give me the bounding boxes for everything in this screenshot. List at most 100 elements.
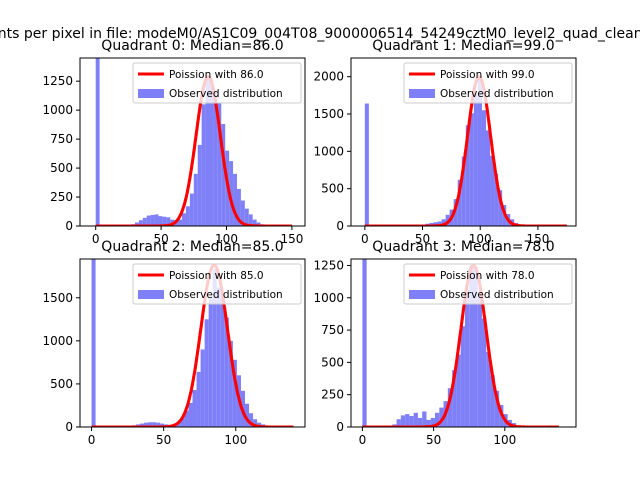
histogram-bar (469, 113, 474, 226)
chart-title: Quadrant 2: Median=85.0 (101, 239, 283, 255)
legend-patch-swatch (409, 290, 435, 299)
histogram-bar (229, 161, 234, 226)
x-tick-label: 0 (361, 232, 369, 246)
histogram-bar (473, 266, 478, 427)
histogram-bar (189, 193, 194, 226)
legend-label-poisson: Poission with 78.0 (440, 270, 535, 282)
x-tick-label: 50 (415, 232, 430, 246)
histogram-bar (460, 326, 465, 427)
y-tick-label: 500 (321, 182, 344, 196)
legend: Poission with 99.0 Observed distribution (403, 62, 573, 104)
histogram-bar (205, 77, 210, 226)
legend-label-poisson: Poission with 99.0 (440, 69, 535, 81)
histogram-bar (178, 219, 183, 226)
legend: Poission with 78.0 Observed distribution (403, 263, 573, 305)
histogram-bar (364, 103, 369, 226)
histogram-bar (160, 423, 165, 427)
y-tick-label: 750 (50, 132, 73, 146)
histogram-bar (158, 216, 163, 226)
histogram-bar (253, 419, 258, 427)
histogram-bar (142, 217, 147, 226)
y-tick-label: 750 (321, 323, 344, 337)
legend-patch-swatch (409, 89, 435, 98)
histogram-bar (400, 415, 406, 427)
histogram-bar (486, 130, 491, 226)
histogram-bar (248, 214, 253, 226)
histogram-bar (138, 220, 143, 226)
histogram-bar (204, 319, 209, 427)
histogram-bar (494, 173, 499, 226)
histogram-bar (91, 259, 96, 427)
histogram-bar (453, 199, 458, 226)
y-tick-label: 1000 (313, 291, 344, 305)
histogram-bar (185, 206, 190, 226)
histogram-bar (217, 103, 222, 226)
legend-label-observed: Observed distribution (440, 289, 554, 301)
legend: Poission with 86.0 Observed distribution (132, 62, 302, 104)
histogram-bar (208, 297, 213, 427)
histogram-bar (146, 215, 151, 226)
histogram-bar (494, 390, 500, 427)
histogram-bar (228, 340, 233, 427)
histogram-bar (245, 403, 250, 427)
y-tick-label: 0 (336, 420, 344, 434)
histogram-bar (452, 370, 457, 427)
histogram-bar (447, 388, 453, 427)
y-tick-label: 1500 (42, 291, 73, 305)
y-tick-label: 0 (65, 420, 73, 434)
histogram-bar (193, 173, 198, 226)
histogram-bar (422, 411, 427, 427)
histogram-bar (244, 208, 249, 226)
histogram-bar (464, 290, 470, 427)
histogram-bar (413, 412, 418, 427)
x-tick-label: 100 (224, 433, 247, 447)
histogram-bar (490, 375, 495, 427)
plot-content (361, 259, 560, 427)
histogram-bar (437, 221, 442, 226)
histogram-bar (216, 287, 221, 427)
x-tick-label: 0 (359, 433, 367, 447)
histogram-bar (192, 389, 197, 427)
histogram-bar (469, 265, 474, 427)
y-tick-label: 1000 (313, 144, 344, 158)
legend-box (132, 62, 302, 104)
histogram-bar (200, 349, 205, 427)
histogram-bar (166, 217, 171, 226)
y-tick-label: 250 (321, 388, 344, 402)
histogram-bar (213, 90, 218, 226)
histogram-bar (224, 317, 229, 427)
histogram-bar (249, 413, 254, 427)
y-tick-label: 2000 (313, 70, 344, 84)
axes-frame (79, 57, 306, 227)
y-tick-label: 500 (50, 161, 73, 175)
legend: Poission with 85.0 Observed distribution (132, 263, 302, 305)
histogram-bar (256, 222, 261, 226)
x-tick-label: 0 (92, 232, 100, 246)
histogram-bar (220, 296, 225, 427)
poisson-curve (363, 75, 568, 226)
x-tick-label: 100 (215, 232, 238, 246)
axes-frame (350, 57, 577, 227)
histogram-bar (481, 110, 486, 226)
histogram-bar (461, 156, 466, 226)
legend-label-observed: Observed distribution (169, 289, 283, 301)
legend-label-poisson: Poission with 85.0 (169, 270, 264, 282)
histogram-bar (180, 417, 185, 427)
legend-label-poisson: Poission with 86.0 (169, 69, 264, 81)
y-tick-label: 250 (50, 190, 73, 204)
histogram-bar (152, 422, 157, 427)
y-tick-label: 1250 (313, 258, 344, 272)
legend-box (403, 263, 573, 305)
histogram-bar (435, 412, 440, 427)
histogram-bar (433, 222, 438, 226)
histogram-bar (148, 422, 153, 427)
histogram-bar (154, 214, 159, 226)
x-tick-label: 100 (493, 433, 516, 447)
histogram-bar (184, 410, 189, 427)
histogram-bar (417, 417, 423, 427)
histogram-bar (196, 371, 201, 427)
legend-label-observed: Observed distribution (169, 88, 283, 100)
y-tick-label: 1250 (42, 74, 73, 88)
